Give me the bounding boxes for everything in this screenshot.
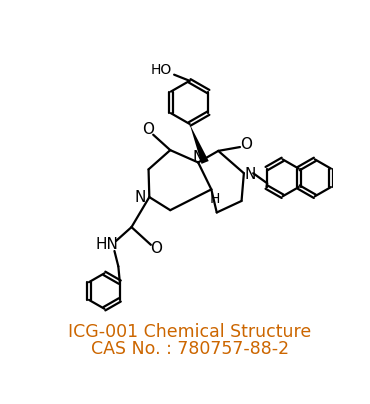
- Text: N: N: [134, 189, 146, 204]
- Text: O: O: [150, 241, 162, 256]
- Text: ICG-001 Chemical Structure: ICG-001 Chemical Structure: [68, 323, 311, 341]
- Text: H: H: [210, 191, 221, 206]
- Text: HO: HO: [151, 63, 172, 77]
- Text: N: N: [245, 167, 256, 182]
- Text: N: N: [192, 149, 204, 164]
- Text: O: O: [240, 137, 252, 152]
- Text: HN: HN: [95, 237, 118, 252]
- Polygon shape: [190, 124, 209, 164]
- Text: CAS No. : 780757-88-2: CAS No. : 780757-88-2: [91, 340, 289, 358]
- Text: O: O: [142, 122, 154, 137]
